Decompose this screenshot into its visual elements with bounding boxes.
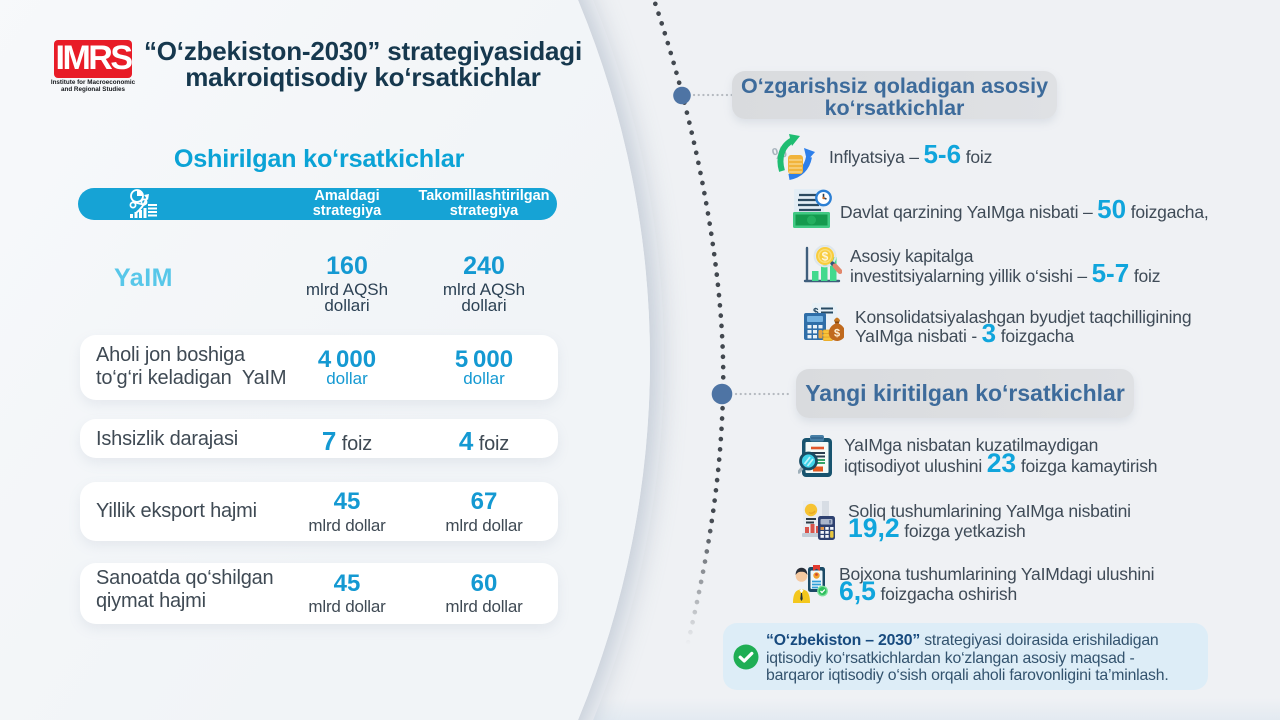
- svg-text:$: $: [813, 307, 819, 318]
- svg-text:$: $: [822, 250, 829, 264]
- svg-text:$: $: [834, 328, 840, 340]
